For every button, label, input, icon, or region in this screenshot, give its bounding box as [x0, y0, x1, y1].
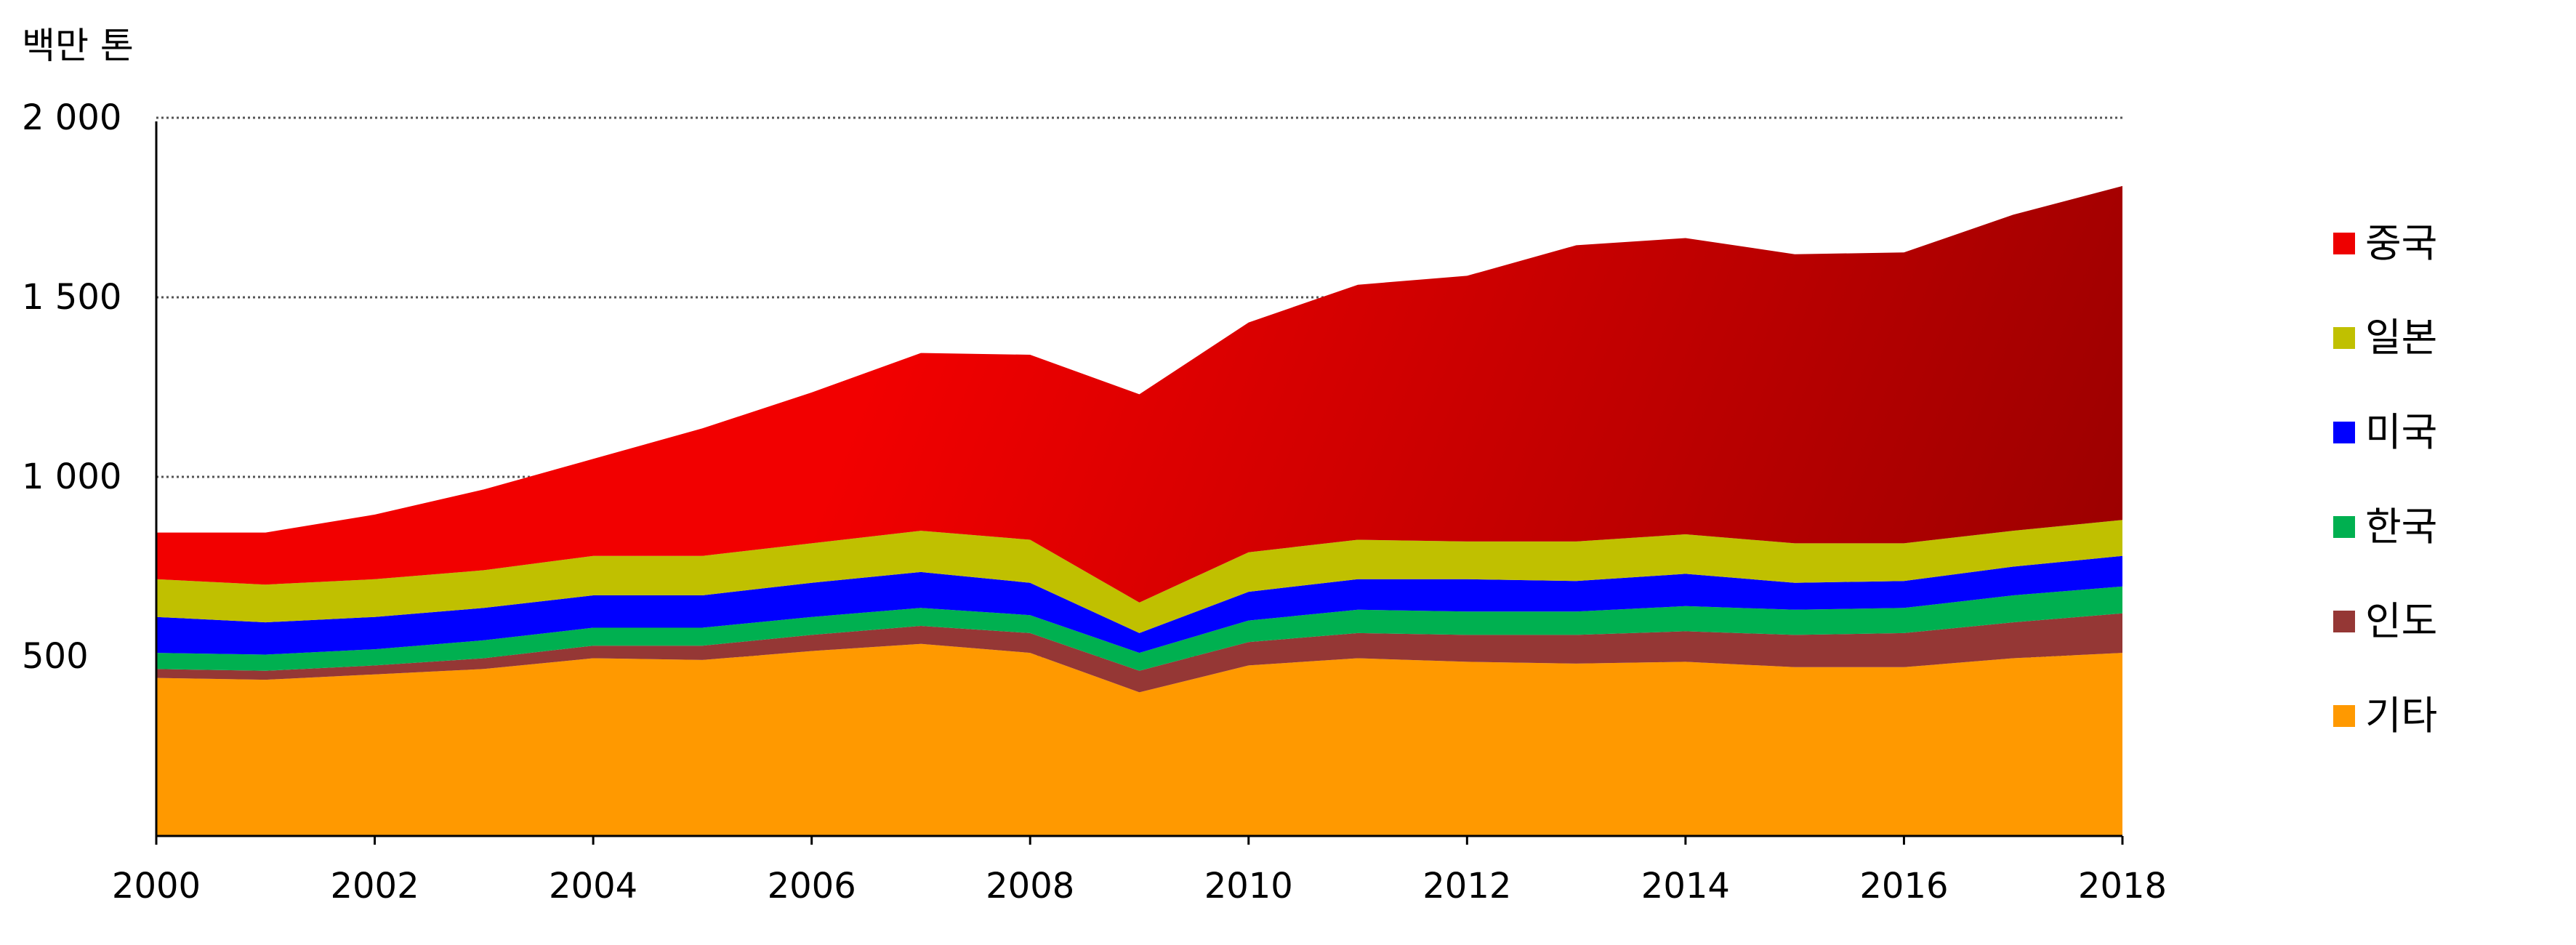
x-tick-label: 2016	[1859, 866, 1948, 906]
legend-item: 중국	[2333, 196, 2566, 291]
area-series	[156, 520, 2122, 633]
legend-swatch	[2333, 327, 2355, 349]
legend-item: 미국	[2333, 385, 2566, 480]
x-tick-label: 2018	[2078, 866, 2167, 906]
x-tick-label: 2008	[986, 866, 1074, 906]
legend-item: 한국	[2333, 480, 2566, 574]
legend-swatch	[2333, 705, 2355, 727]
area-series	[156, 586, 2122, 671]
y-tick-label: 500	[22, 636, 89, 677]
y-tick-label: 1 500	[22, 277, 121, 318]
x-tick-label: 2000	[112, 866, 201, 906]
legend-label: 한국	[2365, 504, 2438, 550]
stacked-areas	[156, 185, 2122, 836]
legend-item: 일본	[2333, 291, 2566, 385]
y-tick-label: 2 000	[22, 97, 121, 138]
x-tick-label: 2002	[330, 866, 419, 906]
axes	[155, 121, 2122, 843]
x-tick-label: 2004	[549, 866, 637, 906]
y-tick-label: 1 000	[22, 457, 121, 497]
unit-label: 백만 톤	[22, 25, 134, 67]
x-tick-label: 2010	[1204, 866, 1293, 906]
legend-swatch	[2333, 422, 2355, 443]
area-series	[156, 185, 2122, 603]
legend-label: 기타	[2365, 693, 2438, 739]
x-tick-label: 2014	[1641, 866, 1730, 906]
legend-swatch	[2333, 611, 2355, 632]
x-tick-label: 2012	[1422, 866, 1511, 906]
legend-label: 일본	[2365, 315, 2438, 361]
legend-label: 인도	[2365, 598, 2438, 644]
area-series	[156, 555, 2122, 655]
legend-label: 미국	[2365, 409, 2438, 455]
x-axis-ticks: 2000 2002 2004 2006 2008 2010 2012 2014 2016 2018	[112, 836, 2167, 906]
legend-item: 기타	[2333, 669, 2566, 763]
legend-swatch	[2333, 516, 2355, 538]
legend-swatch	[2333, 233, 2355, 254]
y-axis-ticks: 500 1 000 1 500 2 000	[22, 97, 121, 677]
legend-item: 인도	[2333, 574, 2566, 669]
x-tick-label: 2006	[768, 866, 856, 906]
area-series	[156, 613, 2122, 693]
area-series	[156, 643, 2122, 836]
legend-label: 중국	[2365, 220, 2438, 266]
